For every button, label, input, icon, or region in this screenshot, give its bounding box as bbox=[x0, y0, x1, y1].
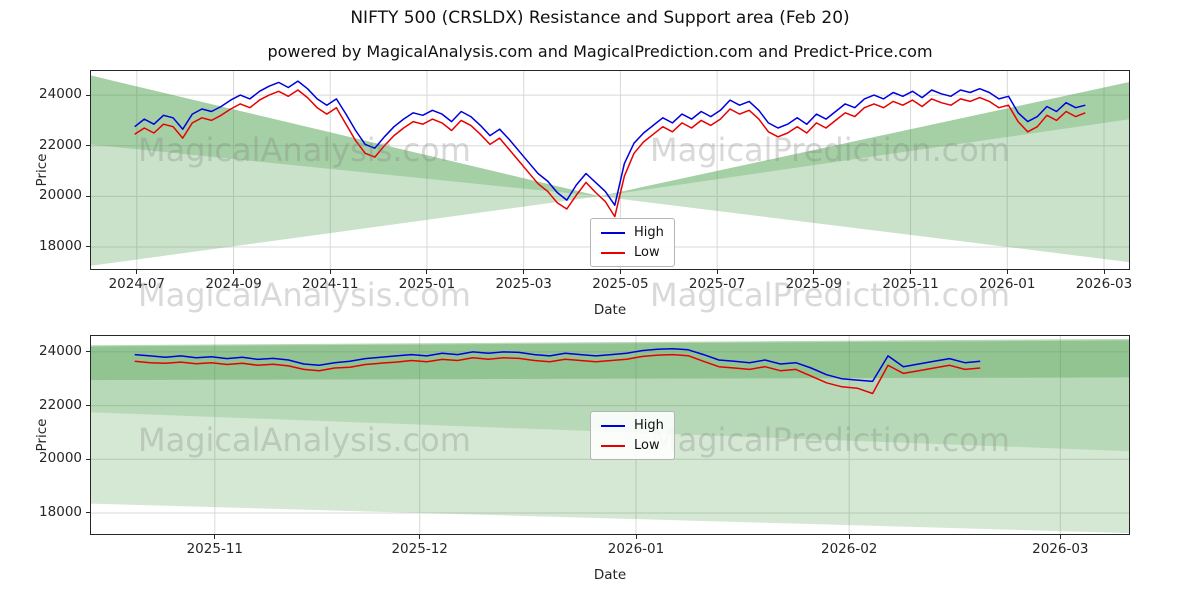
x-tick-label: 2024-11 bbox=[302, 276, 359, 292]
x-tick-mark bbox=[848, 535, 850, 539]
x-tick-mark bbox=[233, 270, 235, 274]
y-tick-mark bbox=[86, 351, 90, 353]
x-tick-mark bbox=[813, 270, 815, 274]
y-axis-label: Price bbox=[34, 153, 50, 187]
x-tick-mark bbox=[716, 270, 718, 274]
x-tick-label: 2024-07 bbox=[108, 276, 165, 292]
y-tick-mark bbox=[86, 195, 90, 197]
legend-item-low: Low bbox=[601, 438, 664, 453]
x-tick-mark bbox=[419, 535, 421, 539]
x-tick-mark bbox=[136, 270, 138, 274]
y-tick-label: 24000 bbox=[39, 342, 82, 359]
high-line-swatch bbox=[601, 424, 625, 427]
x-axis-label: Date bbox=[593, 302, 627, 318]
y-tick-mark bbox=[86, 405, 90, 407]
x-tick-mark bbox=[910, 270, 912, 274]
legend-label-high: High bbox=[634, 418, 664, 433]
x-tick-label: 2026-01 bbox=[979, 276, 1036, 292]
x-tick-mark bbox=[1006, 270, 1008, 274]
x-tick-label: 2026-02 bbox=[820, 541, 878, 557]
y-tick-mark bbox=[86, 458, 90, 460]
x-tick-label: 2025-11 bbox=[186, 541, 243, 557]
x-tick-label: 2026-03 bbox=[1032, 541, 1089, 557]
legend-item-high: High bbox=[601, 225, 664, 240]
x-tick-label: 2025-11 bbox=[882, 276, 939, 292]
x-tick-label: 2025-05 bbox=[592, 276, 649, 292]
y-tick-mark bbox=[86, 94, 90, 96]
x-tick-mark bbox=[635, 535, 637, 539]
x-tick-mark bbox=[619, 270, 621, 274]
legend-label-low: Low bbox=[634, 245, 660, 260]
y-tick-label: 20000 bbox=[39, 450, 82, 467]
x-tick-mark bbox=[523, 270, 525, 274]
y-tick-label: 22000 bbox=[39, 136, 82, 153]
y-tick-label: 18000 bbox=[39, 237, 82, 254]
y-tick-label: 22000 bbox=[39, 396, 82, 413]
x-tick-label: 2024-09 bbox=[205, 276, 262, 292]
x-tick-mark bbox=[329, 270, 331, 274]
x-tick-label: 2025-01 bbox=[398, 276, 456, 292]
legend-item-high: High bbox=[601, 418, 664, 433]
x-tick-label: 2026-01 bbox=[607, 541, 665, 557]
x-tick-label: 2026-03 bbox=[1075, 276, 1133, 292]
y-tick-label: 20000 bbox=[39, 187, 82, 204]
x-tick-mark bbox=[214, 535, 216, 539]
x-tick-label: 2025-12 bbox=[391, 541, 448, 557]
x-tick-label: 2025-09 bbox=[785, 276, 843, 292]
x-axis-label: Date bbox=[593, 567, 627, 583]
x-tick-mark bbox=[1103, 270, 1105, 274]
x-tick-mark bbox=[426, 270, 428, 274]
y-tick-mark bbox=[86, 145, 90, 147]
chart-title: NIFTY 500 (CRSLDX) Resistance and Suppor… bbox=[350, 8, 850, 28]
legend-label-low: Low bbox=[634, 438, 660, 453]
low-line-swatch bbox=[601, 444, 625, 447]
x-tick-mark bbox=[1059, 535, 1061, 539]
y-tick-mark bbox=[86, 512, 90, 514]
legend: High Low bbox=[590, 411, 675, 460]
price-chart-main: Price Date High Low 2024-07 2024-09 2024-1… bbox=[34, 70, 1132, 318]
chart-subtitle: powered by MagicalAnalysis.com and Magic… bbox=[267, 42, 933, 61]
plot-area-main bbox=[90, 70, 1130, 270]
price-chart-zoom: Price Date High Low 2025-11 2025-12 2026-0… bbox=[34, 335, 1130, 583]
legend: High Low bbox=[590, 218, 675, 267]
x-tick-label: 2025-07 bbox=[688, 276, 746, 292]
y-tick-label: 24000 bbox=[39, 86, 82, 103]
high-line-swatch bbox=[601, 231, 625, 234]
low-line-swatch bbox=[601, 251, 625, 254]
x-tick-label: 2025-03 bbox=[495, 276, 552, 292]
legend-label-high: High bbox=[634, 225, 664, 240]
y-tick-label: 18000 bbox=[39, 503, 82, 520]
y-tick-mark bbox=[86, 246, 90, 248]
legend-item-low: Low bbox=[601, 245, 664, 260]
